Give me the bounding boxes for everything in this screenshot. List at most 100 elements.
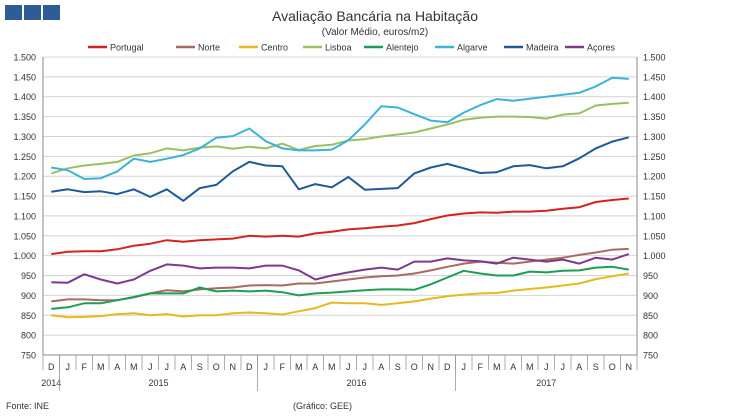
legend-label: Norte <box>198 43 220 53</box>
x-tick-label: S <box>197 362 203 372</box>
y-tick-label-left: 1.200 <box>13 172 36 182</box>
y-tick-label-right: 1.200 <box>643 172 666 182</box>
y-tick-label-left: 1.350 <box>13 112 36 122</box>
x-tick-label: O <box>411 362 418 372</box>
series-line-alentejo <box>51 265 629 310</box>
x-tick-label: F <box>478 362 484 372</box>
year-label: 2014 <box>41 378 61 388</box>
series-line-portugal <box>51 197 629 256</box>
x-tick-label: A <box>576 362 582 372</box>
y-tick-label-left: 1.300 <box>13 132 36 142</box>
x-tick-label: S <box>395 362 401 372</box>
y-tick-label-left: 1.450 <box>13 72 36 82</box>
x-tick-label: F <box>82 362 88 372</box>
y-tick-label-left: 1.500 <box>13 53 36 63</box>
legend-label: Lisboa <box>325 43 352 53</box>
x-tick-label: O <box>213 362 220 372</box>
x-tick-label: J <box>544 362 549 372</box>
x-tick-label: M <box>328 362 336 372</box>
grid <box>43 56 637 356</box>
y-tick-label-left: 750 <box>21 351 36 361</box>
y-tick-label-left: 1.400 <box>13 92 36 102</box>
y-tick-label-right: 900 <box>643 291 658 301</box>
axes: 750 750 800 800 850 850 900 900 950 950 1.000 1.000… <box>13 53 666 391</box>
legend-label: Portugal <box>110 43 144 53</box>
x-tick-label: D <box>444 362 451 372</box>
chart-subtitle: (Valor Médio, euros/m2) <box>321 27 429 38</box>
y-tick-label-right: 1.500 <box>643 53 666 63</box>
y-tick-label-right: 750 <box>643 351 658 361</box>
series-line-centro <box>51 272 629 319</box>
x-tick-label: A <box>312 362 318 372</box>
x-tick-label: M <box>493 362 501 372</box>
x-tick-label: F <box>280 362 286 372</box>
y-tick-label-right: 1.300 <box>643 132 666 142</box>
year-label: 2017 <box>536 378 556 388</box>
x-tick-label: A <box>114 362 120 372</box>
year-label: 2016 <box>346 378 366 388</box>
x-tick-label: O <box>609 362 616 372</box>
legend: Portugal Norte Centro Lisboa Alentejo Algarve… <box>88 43 616 53</box>
y-tick-label-right: 1.350 <box>643 112 666 122</box>
y-tick-label-right: 1.100 <box>643 211 666 221</box>
x-tick-label: J <box>66 362 71 372</box>
x-tick-label: J <box>346 362 351 372</box>
y-tick-label-left: 800 <box>21 331 36 341</box>
series-line-madeira <box>51 136 630 202</box>
x-tick-label: N <box>428 362 435 372</box>
x-tick-label: J <box>148 362 153 372</box>
y-tick-label-left: 1.050 <box>13 231 36 241</box>
chart-title: Avaliação Bancária na Habitação <box>272 8 478 24</box>
legend-label: Alentejo <box>386 43 419 53</box>
x-tick-label: J <box>363 362 368 372</box>
x-tick-label: J <box>165 362 170 372</box>
y-tick-label-right: 1.000 <box>643 251 666 261</box>
x-tick-label: J <box>462 362 467 372</box>
logo-square <box>24 5 41 20</box>
x-tick-label: D <box>246 362 253 372</box>
y-tick-label-left: 1.000 <box>13 251 36 261</box>
y-tick-label-left: 1.250 <box>13 152 36 162</box>
series-lines <box>51 76 630 319</box>
ine-logo-squares <box>5 5 61 20</box>
x-tick-label: M <box>130 362 138 372</box>
y-tick-label-left: 1.100 <box>13 211 36 221</box>
x-tick-label: A <box>510 362 516 372</box>
x-tick-label: J <box>561 362 566 372</box>
legend-label: Madeira <box>526 43 559 53</box>
y-tick-label-right: 1.450 <box>643 72 666 82</box>
y-tick-label-left: 1.150 <box>13 192 36 202</box>
y-tick-label-left: 900 <box>21 291 36 301</box>
logo-square <box>43 5 60 20</box>
x-tick-label: S <box>593 362 599 372</box>
y-tick-label-right: 1.250 <box>643 152 666 162</box>
series-line-lisboa <box>51 101 629 175</box>
y-tick-label-right: 1.150 <box>643 192 666 202</box>
x-tick-label: M <box>526 362 534 372</box>
x-tick-label: J <box>264 362 269 372</box>
legend-label: Centro <box>261 43 288 53</box>
legend-label: Açores <box>587 43 616 53</box>
x-tick-label: A <box>378 362 384 372</box>
y-tick-label-right: 950 <box>643 271 658 281</box>
x-tick-label: N <box>626 362 633 372</box>
series-line-açores <box>51 253 630 285</box>
x-tick-label: M <box>97 362 105 372</box>
x-tick-label: A <box>180 362 186 372</box>
year-label: 2015 <box>148 378 168 388</box>
logo-square <box>5 5 22 20</box>
x-tick-label: D <box>48 362 55 372</box>
y-tick-label-right: 800 <box>643 331 658 341</box>
legend-label: Algarve <box>457 43 488 53</box>
y-tick-label-right: 850 <box>643 311 658 321</box>
x-tick-label: M <box>295 362 303 372</box>
x-tick-label: N <box>230 362 237 372</box>
source-note: Fonte: INE <box>6 401 50 411</box>
y-tick-label-left: 950 <box>21 271 36 281</box>
y-tick-label-right: 1.050 <box>643 231 666 241</box>
y-tick-label-left: 850 <box>21 311 36 321</box>
series-line-algarve <box>51 76 629 180</box>
y-tick-label-right: 1.400 <box>643 92 666 102</box>
credit-note: (Gráfico: GEE) <box>293 401 353 411</box>
